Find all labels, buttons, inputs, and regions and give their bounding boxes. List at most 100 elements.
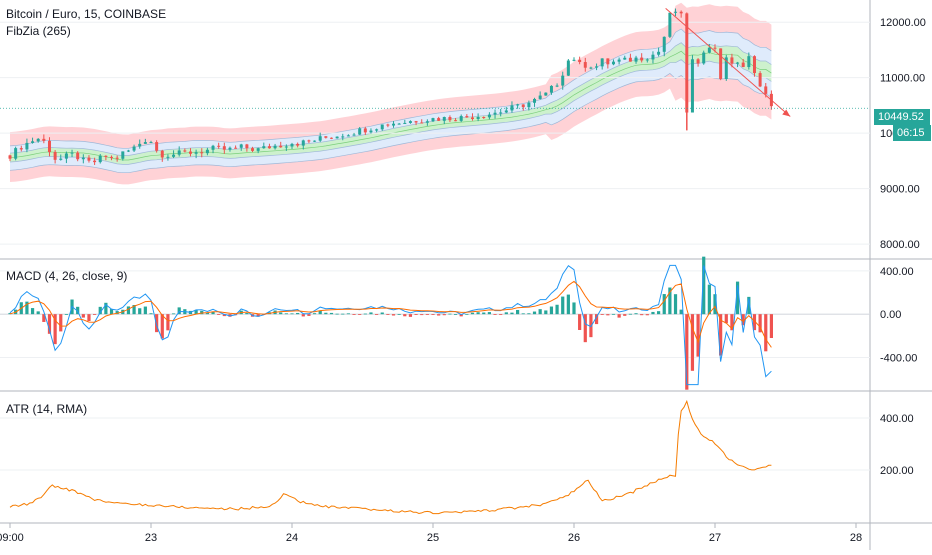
macd-histogram-bar xyxy=(115,311,119,315)
macd-histogram-bar xyxy=(690,314,695,371)
macd-histogram-bar xyxy=(578,314,582,330)
macd-histogram-bar xyxy=(673,294,678,315)
y-tick-label-0-1: 11000.00 xyxy=(880,73,925,85)
macd-histogram-bar xyxy=(476,312,480,315)
candle-body xyxy=(346,135,350,137)
candle-body xyxy=(25,142,29,150)
candle-body xyxy=(324,136,328,138)
candle-body xyxy=(533,98,537,103)
candle-body xyxy=(222,146,226,150)
macd-histogram-bar xyxy=(59,314,63,332)
candle-body xyxy=(595,66,599,68)
macd-histogram-bar xyxy=(442,314,446,316)
macd-histogram-bar xyxy=(363,313,367,315)
candle-body xyxy=(375,129,379,131)
candle-body xyxy=(764,86,768,94)
macd-line xyxy=(9,264,772,386)
macd-histogram-bar xyxy=(279,312,283,315)
candle-body xyxy=(719,48,723,79)
candle-body xyxy=(126,150,130,152)
macd-histogram-bar xyxy=(611,313,616,315)
macd-histogram-bar xyxy=(645,314,649,316)
macd-histogram-bar xyxy=(109,309,114,315)
candle-body xyxy=(121,151,125,159)
candle-body xyxy=(14,148,18,159)
macd-histogram-bar xyxy=(668,287,672,315)
candle-body xyxy=(239,144,243,148)
candle-body xyxy=(606,58,610,65)
candle-body xyxy=(104,155,108,157)
candle-body xyxy=(572,59,576,61)
macd-histogram-bar xyxy=(555,304,559,315)
macd-histogram-bar xyxy=(318,310,322,315)
macd-histogram-bar xyxy=(470,312,475,315)
current-price-badge: 10449.52 xyxy=(874,109,930,125)
fibzia-legend: FibZia (265) xyxy=(6,24,71,38)
macd-histogram-bar xyxy=(600,314,604,315)
candle-body xyxy=(211,145,215,150)
fib-band-lower-red xyxy=(10,73,772,185)
candle-body xyxy=(149,142,153,144)
candle-body xyxy=(645,59,649,61)
candle-body xyxy=(70,152,74,154)
macd-histogram-bar xyxy=(380,312,384,315)
candle-body xyxy=(313,140,317,142)
macd-histogram-bar xyxy=(617,314,621,318)
candle-body xyxy=(205,149,209,154)
macd-histogram-bar xyxy=(685,314,689,390)
macd-histogram-bar xyxy=(391,314,396,316)
candle-body xyxy=(98,155,102,163)
candle-body xyxy=(273,145,277,149)
macd-histogram-bar xyxy=(87,314,91,322)
candle-body xyxy=(19,148,23,150)
candle-body xyxy=(713,47,717,49)
candle-body xyxy=(256,148,260,151)
macd-histogram-bar xyxy=(527,313,531,315)
candle-body xyxy=(454,120,458,122)
candle-body xyxy=(707,47,711,53)
candle-body xyxy=(470,117,474,120)
candle-body xyxy=(93,160,97,163)
macd-histogram-bar xyxy=(53,314,57,345)
y-tick-label-1-2: -400.00 xyxy=(880,353,917,365)
macd-histogram-bar xyxy=(448,313,452,315)
macd-histogram-bar xyxy=(301,314,305,317)
candle-body xyxy=(482,116,486,118)
macd-histogram-bar xyxy=(420,314,424,316)
candle-body xyxy=(329,137,333,139)
macd-histogram-bar xyxy=(707,284,711,315)
candle-body xyxy=(425,121,429,123)
y-tick-label-2-1: 200.00 xyxy=(880,465,914,477)
candle-body xyxy=(318,136,322,141)
candle-body xyxy=(138,143,142,147)
macd-histogram-bar xyxy=(493,314,497,315)
macd-histogram-bar xyxy=(346,313,350,315)
candle-body xyxy=(747,56,751,68)
candle-body xyxy=(397,123,401,125)
macd-histogram-bar xyxy=(352,314,356,315)
candle-body xyxy=(217,145,221,147)
macd-histogram-bar xyxy=(583,314,587,343)
macd-histogram-bar xyxy=(171,313,176,315)
macd-histogram-bar xyxy=(566,294,570,315)
macd-histogram-bar xyxy=(329,312,334,315)
candle-body xyxy=(403,122,407,124)
candle-body xyxy=(662,36,666,52)
macd-histogram-bar xyxy=(414,314,418,315)
macd-histogram-bar xyxy=(735,281,740,315)
candle-body xyxy=(657,51,661,55)
macd-histogram-bar xyxy=(437,314,441,316)
y-tick-label-1-0: 400.00 xyxy=(880,266,914,278)
macd-histogram-bar xyxy=(296,312,300,315)
macd-histogram-bar xyxy=(42,314,46,322)
candle-body xyxy=(724,57,728,79)
candle-body xyxy=(358,128,362,135)
macd-histogram-bar xyxy=(752,314,757,331)
candle-body xyxy=(448,117,452,121)
candle-body xyxy=(81,157,85,160)
macd-histogram-bar xyxy=(256,314,260,317)
macd-histogram-bar xyxy=(138,308,142,315)
candle-body xyxy=(110,156,114,158)
candle-body xyxy=(589,67,593,69)
